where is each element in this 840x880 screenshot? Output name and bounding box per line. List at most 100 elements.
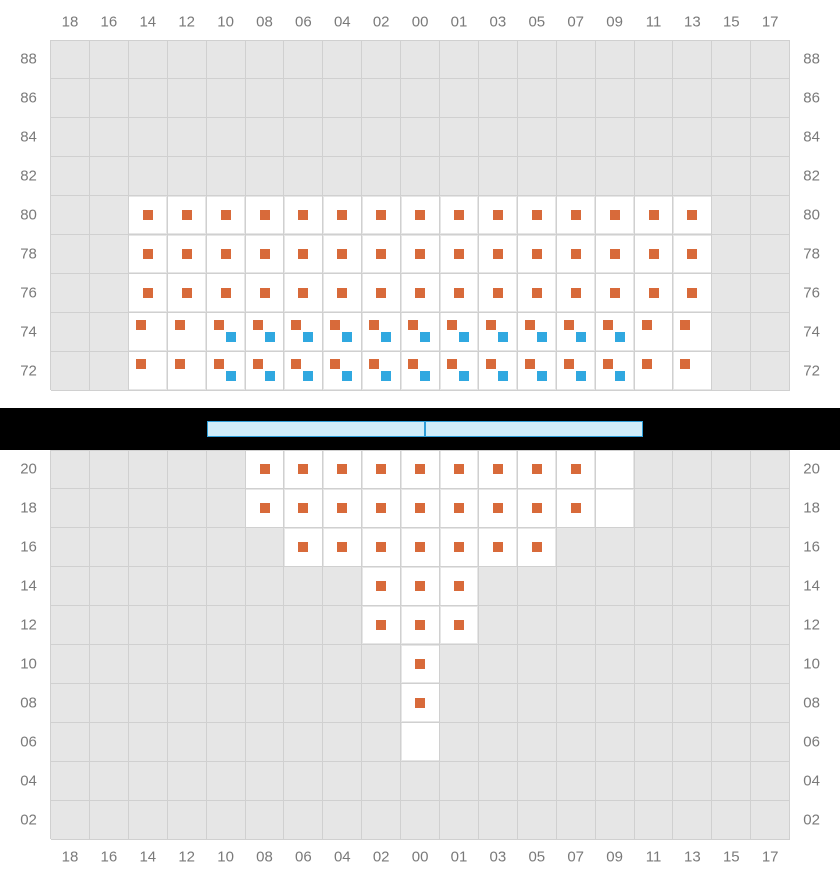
- marker: [260, 503, 270, 513]
- col-label: 02: [373, 849, 390, 866]
- row-label: 82: [20, 168, 37, 185]
- marker: [454, 288, 464, 298]
- marker: [415, 542, 425, 552]
- marker: [537, 371, 547, 381]
- marker: [265, 371, 275, 381]
- col-label: 14: [139, 849, 156, 866]
- marker: [532, 210, 542, 220]
- marker: [376, 503, 386, 513]
- col-label: 06: [295, 14, 312, 31]
- col-label: 13: [684, 849, 701, 866]
- marker: [143, 288, 153, 298]
- marker: [381, 371, 391, 381]
- marker: [376, 581, 386, 591]
- marker: [260, 464, 270, 474]
- row-label: 08: [20, 694, 37, 711]
- container-yard-diagram: 1818161614141212101008080606040402020000…: [0, 0, 840, 880]
- quay-segment-right: [425, 421, 643, 437]
- row-label: 02: [803, 811, 820, 828]
- marker: [532, 464, 542, 474]
- marker: [680, 359, 690, 369]
- marker: [143, 210, 153, 220]
- marker: [303, 371, 313, 381]
- marker: [603, 359, 613, 369]
- marker: [415, 581, 425, 591]
- col-label: 01: [451, 14, 468, 31]
- col-label: 14: [139, 14, 156, 31]
- marker: [298, 210, 308, 220]
- marker: [408, 359, 418, 369]
- marker: [337, 210, 347, 220]
- col-label: 10: [217, 849, 234, 866]
- row-label: 08: [803, 694, 820, 711]
- marker: [571, 249, 581, 259]
- col-label: 11: [646, 849, 662, 866]
- marker: [337, 464, 347, 474]
- marker: [260, 288, 270, 298]
- col-label: 05: [528, 849, 545, 866]
- marker: [564, 359, 574, 369]
- marker: [420, 371, 430, 381]
- marker: [532, 542, 542, 552]
- marker: [376, 210, 386, 220]
- marker: [415, 503, 425, 513]
- col-label: 15: [723, 14, 740, 31]
- marker: [175, 359, 185, 369]
- marker: [376, 249, 386, 259]
- marker: [454, 542, 464, 552]
- marker: [687, 288, 697, 298]
- marker: [369, 320, 379, 330]
- row-label: 86: [803, 90, 820, 107]
- marker: [226, 371, 236, 381]
- marker: [136, 359, 146, 369]
- row-label: 14: [803, 578, 820, 595]
- marker: [415, 210, 425, 220]
- marker: [303, 332, 313, 342]
- marker: [642, 320, 652, 330]
- marker: [493, 464, 503, 474]
- marker: [649, 210, 659, 220]
- marker: [337, 542, 347, 552]
- col-label: 00: [412, 14, 429, 31]
- marker: [498, 332, 508, 342]
- col-label: 07: [567, 849, 584, 866]
- col-label: 18: [62, 849, 79, 866]
- marker: [525, 320, 535, 330]
- row-label: 12: [803, 617, 820, 634]
- row-label: 78: [20, 245, 37, 262]
- row-label: 72: [803, 362, 820, 379]
- marker: [493, 210, 503, 220]
- row-label: 80: [20, 207, 37, 224]
- row-label: 10: [20, 655, 37, 672]
- marker: [537, 332, 547, 342]
- marker: [680, 320, 690, 330]
- marker: [571, 288, 581, 298]
- marker: [532, 249, 542, 259]
- col-label: 03: [490, 849, 507, 866]
- marker: [221, 288, 231, 298]
- marker: [330, 359, 340, 369]
- marker: [415, 464, 425, 474]
- marker: [376, 620, 386, 630]
- marker: [454, 249, 464, 259]
- marker: [610, 249, 620, 259]
- col-label: 01: [451, 849, 468, 866]
- slot: [596, 490, 633, 527]
- row-label: 82: [803, 168, 820, 185]
- marker: [687, 249, 697, 259]
- marker: [381, 332, 391, 342]
- col-label: 16: [101, 849, 118, 866]
- col-label: 02: [373, 14, 390, 31]
- quay-segment-left: [207, 421, 425, 437]
- marker: [214, 320, 224, 330]
- col-label: 12: [178, 849, 195, 866]
- row-label: 88: [803, 51, 820, 68]
- row-label: 12: [20, 617, 37, 634]
- marker: [143, 249, 153, 259]
- col-label: 13: [684, 14, 701, 31]
- marker: [525, 359, 535, 369]
- marker: [342, 332, 352, 342]
- marker: [330, 320, 340, 330]
- row-label: 06: [803, 733, 820, 750]
- row-label: 86: [20, 90, 37, 107]
